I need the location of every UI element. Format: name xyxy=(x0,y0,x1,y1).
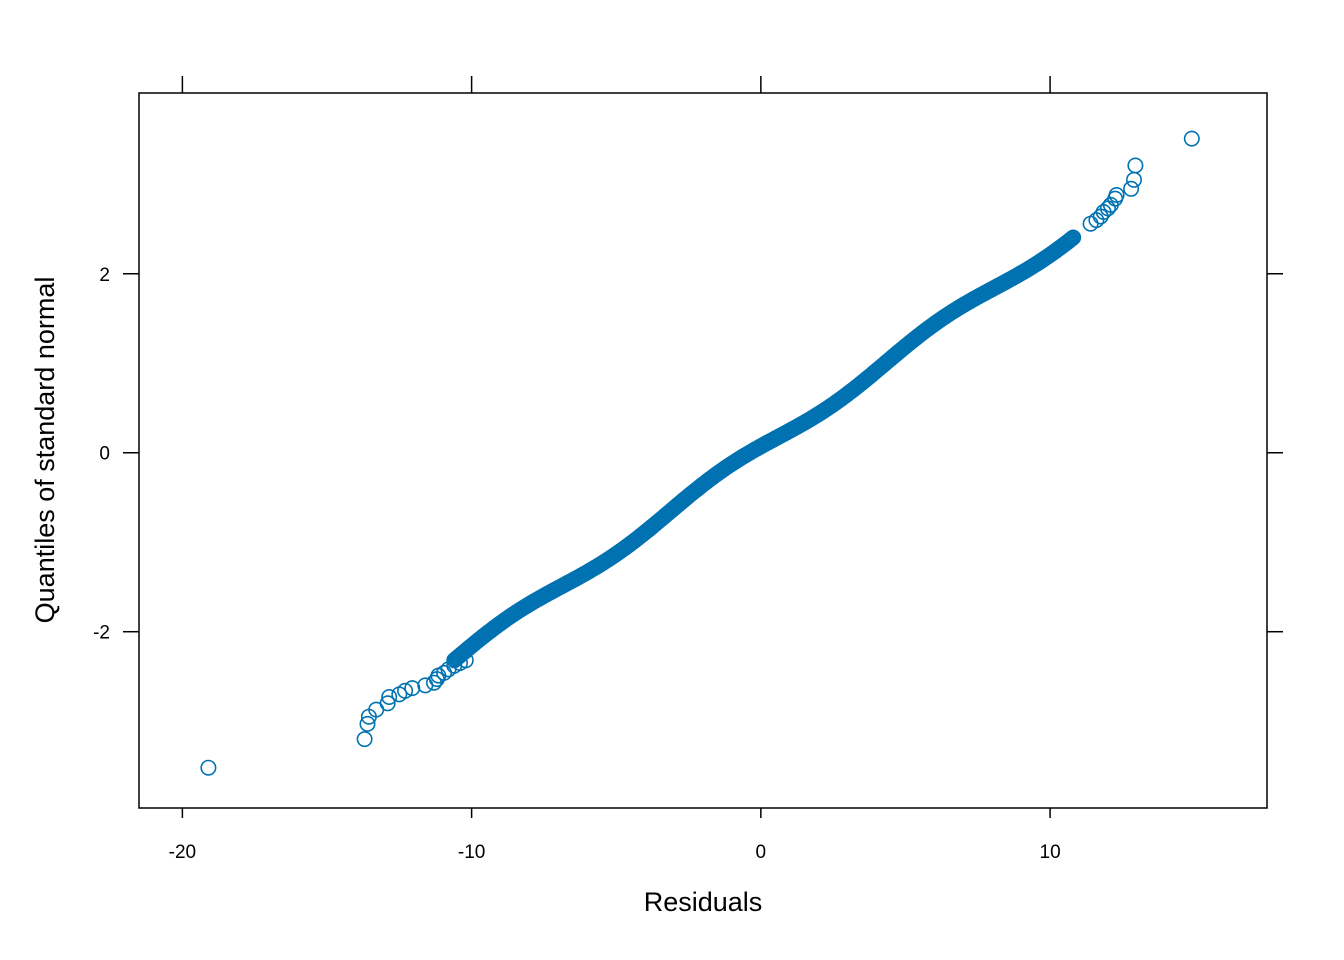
y-tick-label: 0 xyxy=(99,444,110,465)
data-point xyxy=(359,715,376,732)
panel-border xyxy=(138,92,1268,809)
x-axis: -20 -10 0 10 xyxy=(169,76,1061,863)
data-point xyxy=(356,731,373,748)
data-point xyxy=(1064,230,1081,247)
data-point xyxy=(1060,233,1077,250)
data-point xyxy=(200,759,217,776)
data-point xyxy=(1126,171,1143,188)
x-tick-label: 10 xyxy=(1040,842,1061,863)
x-tick-label: 0 xyxy=(756,842,767,863)
y-tick-label: 2 xyxy=(99,265,110,286)
data-point xyxy=(1065,229,1082,246)
data-point xyxy=(1108,187,1125,204)
x-tick-label: -10 xyxy=(458,842,485,863)
y-tick-label: -2 xyxy=(93,623,110,644)
data-point xyxy=(404,680,421,697)
y-axis-title: Quantiles of standard normal xyxy=(30,277,60,624)
y-axis: -2 0 2 xyxy=(93,265,1283,644)
data-points xyxy=(200,130,1200,776)
data-point xyxy=(1127,157,1144,174)
data-point xyxy=(1123,180,1140,197)
data-point xyxy=(1183,130,1200,147)
data-point xyxy=(381,688,398,705)
data-point xyxy=(397,682,414,699)
data-point xyxy=(457,652,474,669)
x-axis-title: Residuals xyxy=(644,887,763,917)
data-point xyxy=(379,695,396,712)
x-tick-label: -20 xyxy=(169,842,196,863)
